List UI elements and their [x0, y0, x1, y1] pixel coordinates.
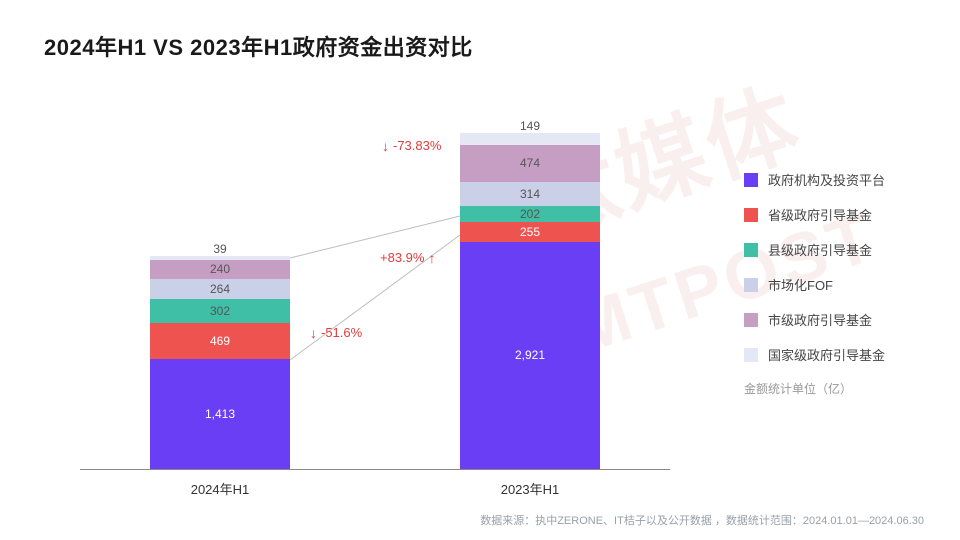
bar-segment: 469 — [150, 323, 290, 359]
legend-swatch — [744, 313, 758, 327]
bar-segment: 474 — [460, 145, 600, 182]
bar-segment: 149 — [460, 133, 600, 145]
arrow-down-icon: ↓ — [382, 139, 389, 153]
legend-label: 县级政府引导基金 — [768, 240, 872, 259]
legend-item: 国家级政府引导基金 — [744, 345, 924, 364]
annotation-2: ↓ -51.6% — [310, 325, 362, 340]
legend-item: 市级政府引导基金 — [744, 310, 924, 329]
bar-segment: 264 — [150, 279, 290, 300]
bar-segment: 39 — [150, 256, 290, 260]
page-title: 2024年H1 VS 2023年H1政府资金出资对比 — [44, 30, 473, 62]
legend: 政府机构及投资平台省级政府引导基金县级政府引导基金市场化FOF 市级政府引导基金国… — [744, 170, 924, 397]
annotation-2-text: -51.6% — [321, 325, 362, 340]
xaxis-label-0: 2024年H1 — [150, 479, 290, 498]
bar-segment: 302 — [150, 299, 290, 322]
legend-item: 县级政府引导基金 — [744, 240, 924, 259]
stacked-bar-chart: 392402643024691,4132024年H1 1494743142022… — [80, 120, 670, 470]
legend-item: 政府机构及投资平台 — [744, 170, 924, 189]
legend-label: 国家级政府引导基金 — [768, 345, 885, 364]
bar-segment: 314 — [460, 182, 600, 206]
bar-segment: 202 — [460, 206, 600, 222]
legend-swatch — [744, 278, 758, 292]
legend-label: 省级政府引导基金 — [768, 205, 872, 224]
annotation-1-text: +83.9% — [380, 250, 424, 265]
legend-swatch — [744, 208, 758, 222]
legend-item: 省级政府引导基金 — [744, 205, 924, 224]
annotation-1: +83.9% ↑ — [380, 250, 435, 265]
bar-segment: 2,921 — [460, 242, 600, 469]
xaxis-label-1: 2023年H1 — [460, 479, 600, 498]
annotation-0: ↓ -73.83% — [382, 138, 441, 153]
arrow-up-icon: ↑ — [428, 251, 435, 265]
legend-unit: 金额统计单位（亿） — [744, 380, 924, 397]
legend-swatch — [744, 348, 758, 362]
annotation-0-text: -73.83% — [393, 138, 441, 153]
legend-item: 市场化FOF — [744, 275, 924, 294]
legend-swatch — [744, 173, 758, 187]
bar-2023h1: 1494743142022552,9212023年H1 — [460, 133, 600, 469]
legend-label: 市场化FOF — [768, 275, 833, 294]
bar-segment: 255 — [460, 222, 600, 242]
legend-label: 市级政府引导基金 — [768, 310, 872, 329]
footer-source: 数据来源：执中ZERONE、IT桔子以及公开数据 ，数据统计范围：2024.01… — [480, 512, 924, 528]
bar-2024h1: 392402643024691,4132024年H1 — [150, 256, 290, 469]
bar-segment: 240 — [150, 260, 290, 279]
legend-swatch — [744, 243, 758, 257]
bar-segment: 1,413 — [150, 359, 290, 469]
legend-label: 政府机构及投资平台 — [768, 170, 885, 189]
arrow-down-icon: ↓ — [310, 326, 317, 340]
